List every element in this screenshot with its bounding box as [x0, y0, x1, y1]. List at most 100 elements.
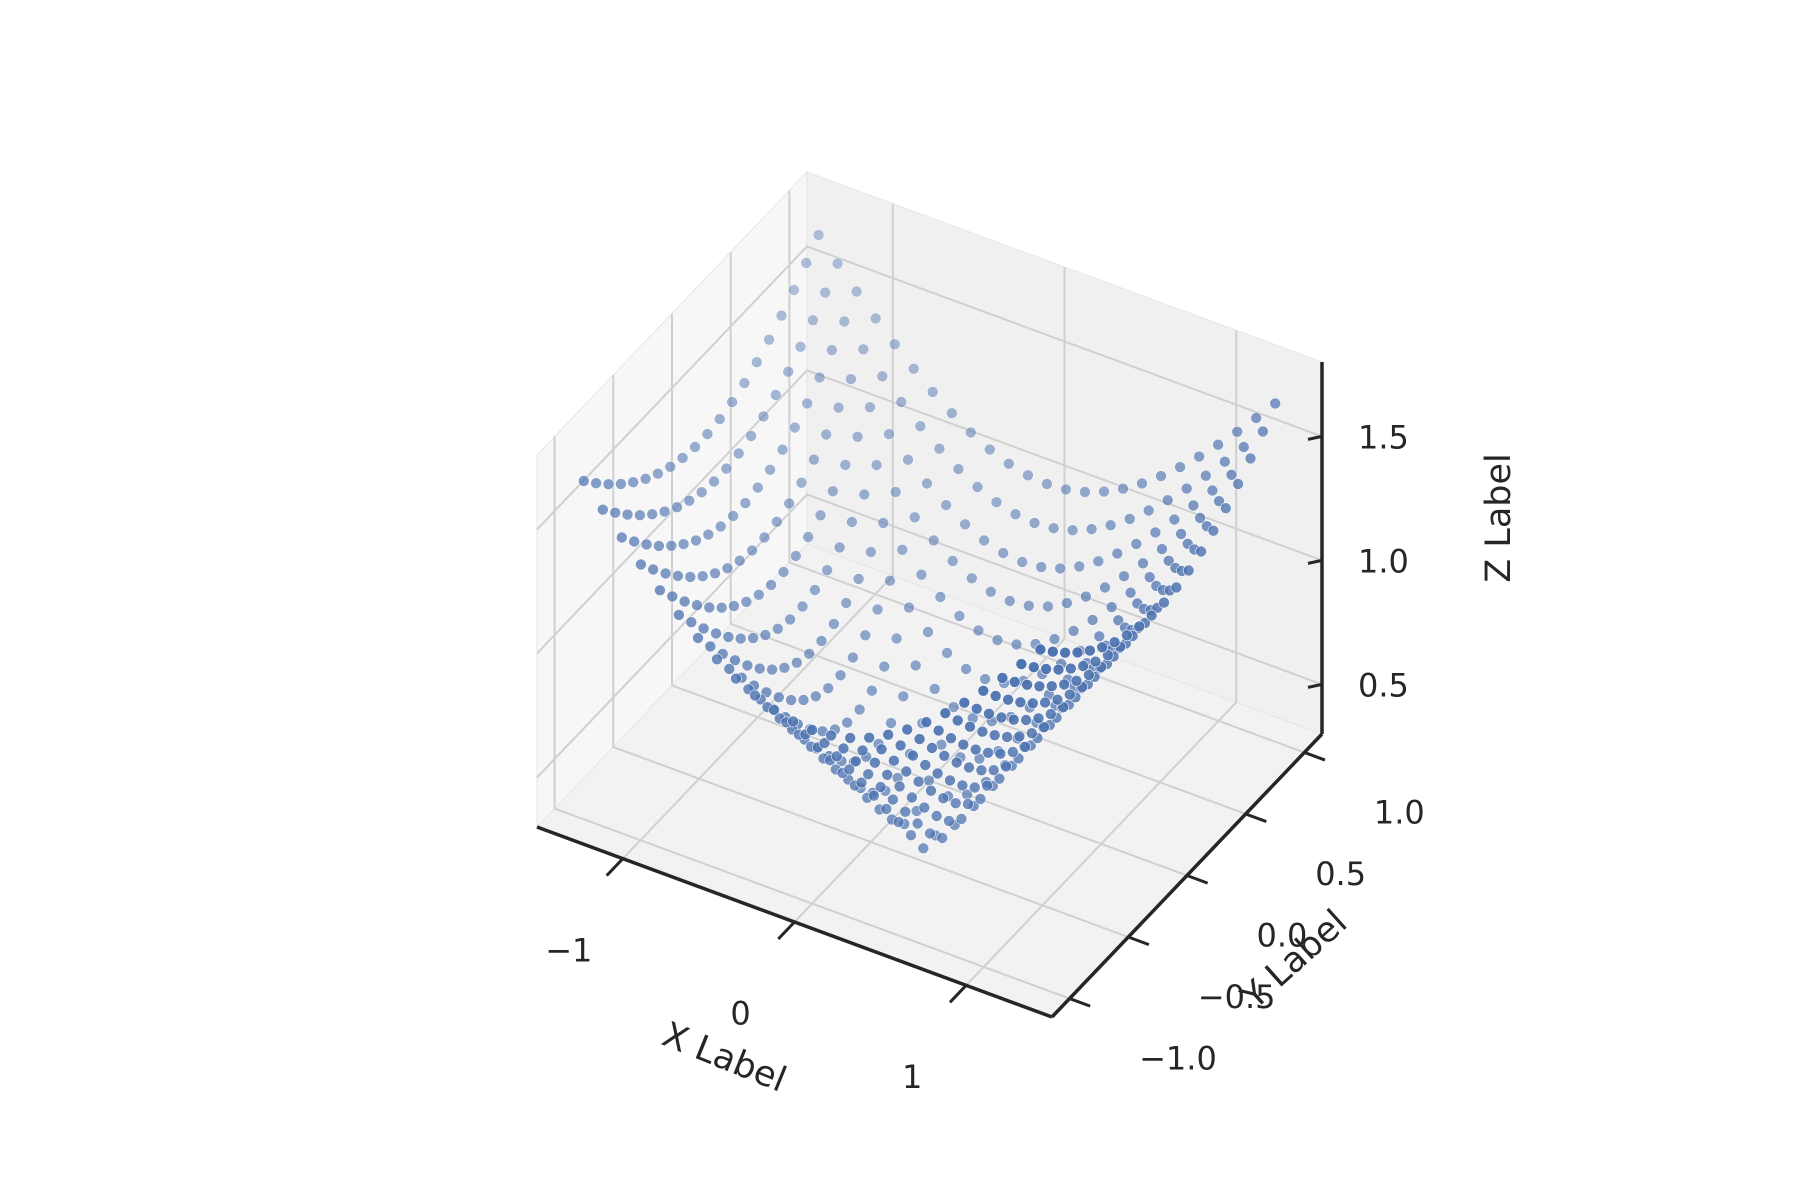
- data-point: [753, 662, 766, 675]
- data-point: [789, 550, 802, 562]
- data-point: [956, 779, 969, 792]
- y-gridline: [553, 436, 1070, 1000]
- data-point: [733, 554, 746, 567]
- data-point: [1071, 646, 1084, 659]
- data-point: [775, 309, 788, 322]
- data-point: [971, 481, 984, 493]
- data-point: [844, 732, 857, 744]
- data-point: [1257, 425, 1269, 438]
- data-point: [870, 459, 883, 471]
- data-point: [1006, 746, 1019, 758]
- data-point: [831, 257, 844, 270]
- data-point: [1065, 662, 1077, 675]
- z-tick-label: 1.5: [1358, 418, 1409, 456]
- data-point: [1187, 499, 1200, 512]
- data-point: [1111, 547, 1124, 560]
- data-point: [847, 651, 859, 664]
- data-point: [807, 314, 819, 327]
- data-point: [902, 453, 914, 466]
- data-point: [764, 463, 776, 476]
- data-point: [856, 744, 869, 757]
- data-point: [691, 599, 703, 612]
- data-point: [615, 478, 627, 490]
- data-point: [837, 742, 850, 755]
- y-tick-label: 0.0: [1257, 917, 1308, 955]
- data-point: [1002, 693, 1014, 706]
- data-point: [812, 229, 825, 241]
- data-point: [995, 711, 1008, 724]
- data-point: [978, 534, 990, 547]
- data-point: [1007, 713, 1020, 726]
- y-tick-label: −0.5: [1198, 978, 1276, 1016]
- data-point: [782, 365, 795, 378]
- data-point: [897, 690, 910, 703]
- data-point: [1108, 636, 1121, 649]
- data-point: [981, 779, 993, 792]
- data-point: [852, 573, 865, 585]
- data-point: [853, 703, 866, 716]
- data-point: [715, 601, 728, 614]
- data-point: [797, 694, 810, 706]
- x-gridline: [793, 267, 1066, 923]
- data-point: [673, 609, 685, 621]
- data-point: [889, 486, 902, 498]
- data-point: [672, 570, 684, 582]
- data-point: [677, 538, 690, 550]
- data-point: [1161, 494, 1174, 507]
- x-tick-label: 0: [730, 995, 750, 1033]
- data-point: [928, 683, 941, 695]
- data-point: [936, 832, 949, 844]
- data-point: [926, 742, 938, 754]
- data-point: [975, 764, 988, 777]
- data-point: [802, 531, 815, 543]
- data-point: [749, 689, 761, 702]
- data-point: [711, 653, 723, 666]
- data-point: [640, 538, 653, 551]
- data-point: [958, 696, 971, 709]
- data-point: [887, 793, 899, 806]
- data-point: [1051, 693, 1064, 706]
- data-point: [880, 803, 893, 815]
- data-point: [1136, 477, 1148, 490]
- data-point: [758, 531, 771, 544]
- data-point: [840, 597, 853, 609]
- data-point: [890, 632, 903, 645]
- data-point: [710, 627, 722, 640]
- data-point: [855, 776, 868, 789]
- data-point: [709, 567, 721, 580]
- data-point: [658, 505, 671, 518]
- data-point: [1077, 660, 1089, 672]
- data-point: [826, 344, 838, 356]
- data-point: [701, 428, 714, 440]
- data-point: [1269, 397, 1281, 410]
- data-point: [685, 616, 698, 629]
- data-point: [1034, 643, 1047, 656]
- data-point: [590, 477, 602, 490]
- data-point: [776, 443, 789, 456]
- data-point: [1096, 641, 1108, 654]
- data-point: [821, 564, 834, 577]
- data-point: [941, 647, 953, 659]
- data-point: [876, 370, 889, 383]
- data-point: [833, 541, 846, 554]
- data-point: [1023, 599, 1035, 612]
- data-point: [882, 728, 895, 741]
- data-point: [1170, 581, 1183, 594]
- data-point: [962, 798, 974, 810]
- data-point: [659, 567, 672, 580]
- data-point: [801, 397, 814, 410]
- data-point: [652, 467, 664, 480]
- data-point: [730, 672, 742, 685]
- data-point: [783, 497, 796, 510]
- data-point: [1089, 655, 1102, 668]
- data-point: [926, 386, 939, 398]
- data-point: [972, 624, 985, 637]
- data-point: [745, 430, 757, 442]
- data-point: [1000, 760, 1012, 773]
- data-point: [1155, 470, 1167, 482]
- data-point: [1099, 581, 1111, 594]
- data-point: [952, 463, 965, 475]
- data-point: [815, 635, 828, 647]
- data-point: [721, 562, 734, 575]
- data-point: [1067, 625, 1080, 637]
